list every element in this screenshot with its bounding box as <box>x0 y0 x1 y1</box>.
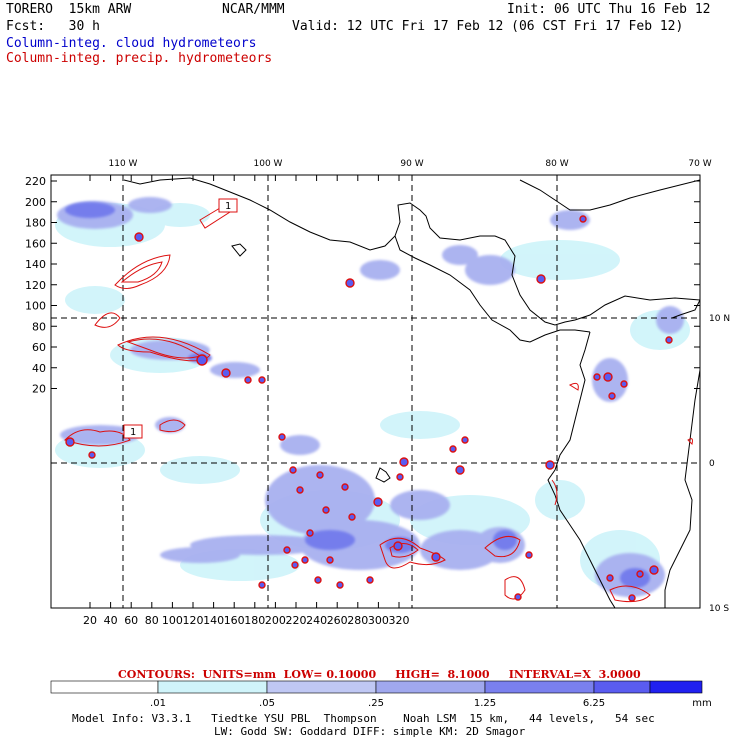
y-tick-label: 100 <box>25 300 46 313</box>
valid-time: Valid: 12 UTC Fri 17 Feb 12 (06 CST Fri … <box>292 19 684 34</box>
colorbar-unit: mm <box>692 698 711 709</box>
lon-label: 100 W <box>254 159 283 169</box>
x-tick-label: 100 <box>162 614 183 627</box>
lon-label: 110 W <box>109 159 138 169</box>
colorbar-swatch <box>50 680 159 694</box>
plot-frame <box>50 174 701 609</box>
x-tick-label: 180 <box>244 614 265 627</box>
colorbar-label: 1.25 <box>474 698 496 709</box>
contour-label-box-2 <box>123 424 143 439</box>
colorbar-swatch <box>593 680 651 694</box>
lat-label: 10 S <box>709 604 729 614</box>
x-tick-label: 40 <box>104 614 118 627</box>
x-tick-label: 160 <box>224 614 245 627</box>
colorbar-label: .25 <box>368 698 384 709</box>
coastlines <box>123 177 700 608</box>
org-label: NCAR/MMM <box>222 2 285 17</box>
lat-label: 0 <box>709 459 715 469</box>
x-tick-label: 200 <box>265 614 286 627</box>
model-info-line2: LW: Godd SW: Goddard DIFF: simple KM: 2D… <box>214 725 526 738</box>
init-time: Init: 06 UTC Thu 16 Feb 12 <box>507 2 711 17</box>
colorbar-swatch <box>649 680 703 694</box>
y-tick-label: 40 <box>32 362 46 375</box>
contour-label-1: 1 <box>225 201 231 212</box>
map-plot-area: 1 1 <box>51 175 700 608</box>
y-tick-label: 180 <box>25 217 46 230</box>
colorbar: .01 .05 .25 1.25 6.25 mm <box>50 680 712 709</box>
x-tick-label: 20 <box>83 614 97 627</box>
y-tick-label: 220 <box>25 175 46 188</box>
model-info-line1: Model Info: V3.3.1 Tiedtke YSU PBL Thomp… <box>72 712 655 725</box>
x-tick-label: 280 <box>347 614 368 627</box>
graticule <box>51 175 700 608</box>
convective-cells <box>65 215 673 602</box>
model-title: TORERO 15km ARW <box>6 2 132 17</box>
x-tick-label: 300 <box>368 614 389 627</box>
colorbar-swatch <box>375 680 486 694</box>
y-tick-label: 80 <box>32 320 46 333</box>
contour-label-box-1 <box>218 198 238 213</box>
y-tick-label: 200 <box>25 196 46 209</box>
y-tick-label: 140 <box>25 258 46 271</box>
colorbar-label: 6.25 <box>583 698 605 709</box>
x-tick-label: 320 <box>389 614 410 627</box>
x-tick-label: 120 <box>183 614 204 627</box>
x-tick-label: 140 <box>203 614 224 627</box>
forecast-hour: Fcst: 30 h <box>6 19 100 34</box>
x-tick-label: 220 <box>286 614 307 627</box>
lon-label: 80 W <box>545 159 568 169</box>
contour-info: CONTOURS: UNITS=mm LOW= 0.10000 HIGH= 8.… <box>118 668 641 681</box>
lon-label: 90 W <box>400 159 423 169</box>
lon-label: 70 W <box>688 159 711 169</box>
legend-precip-hydrometeors: Column-integ. precip. hydrometeors <box>6 51 273 66</box>
x-tick-label: 260 <box>327 614 348 627</box>
y-tick-label: 20 <box>32 383 46 396</box>
y-tick-label: 120 <box>25 279 46 292</box>
y-tick-label: 60 <box>32 341 46 354</box>
x-tick-label: 240 <box>306 614 327 627</box>
colorbar-swatch <box>484 680 595 694</box>
x-tick-label: 80 <box>145 614 159 627</box>
colorbar-label: .05 <box>259 698 275 709</box>
colorbar-swatch <box>266 680 377 694</box>
y-tick-label: 160 <box>25 237 46 250</box>
colorbar-swatch <box>157 680 268 694</box>
legend-cloud-hydrometeors: Column-integ. cloud hydrometeors <box>6 36 257 51</box>
lat-label: 10 N <box>709 314 730 324</box>
x-tick-label: 60 <box>124 614 138 627</box>
colorbar-label: .01 <box>150 698 166 709</box>
cloud-field-medium <box>57 197 684 597</box>
contour-label-2: 1 <box>130 427 136 438</box>
